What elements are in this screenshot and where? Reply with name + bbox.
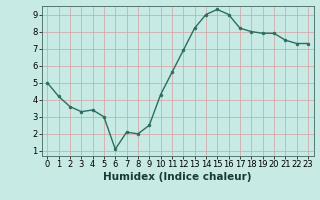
X-axis label: Humidex (Indice chaleur): Humidex (Indice chaleur) — [103, 172, 252, 182]
